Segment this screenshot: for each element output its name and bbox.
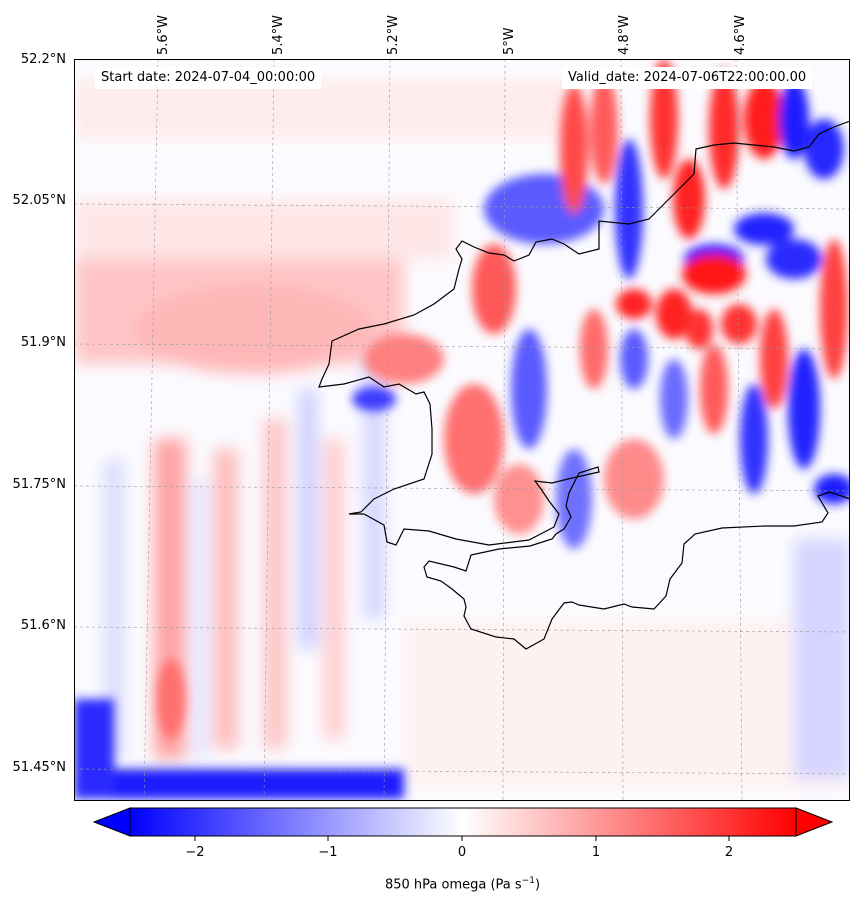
gridlines xyxy=(74,59,850,801)
lon-tick-label: 5.2°W xyxy=(386,14,401,55)
lon-tick-label: 5°W xyxy=(502,27,517,55)
colorbar-label-text: 850 hPa omega (Pa s xyxy=(384,877,522,893)
colorbar-extend-low xyxy=(92,807,131,837)
colorbar-extend-high xyxy=(795,807,834,837)
colorbar-tick-label: 1 xyxy=(591,845,601,860)
colorbar-label-suffix: ) xyxy=(534,877,541,893)
colorbar-label: 850 hPa omega (Pa s−1) xyxy=(0,876,859,892)
colorbar-label-exponent: −1 xyxy=(521,876,535,886)
omega-field-broad xyxy=(74,79,850,789)
colorbar-tick-label: −1 xyxy=(318,845,338,860)
lon-tick-label: 4.8°W xyxy=(617,14,632,55)
lat-tick-label: 52.05°N xyxy=(12,193,66,208)
map-frame xyxy=(74,59,850,801)
colorbar-ramp xyxy=(129,807,797,837)
lon-tick-label: 5.6°W xyxy=(156,14,171,55)
lat-tick-label: 51.75°N xyxy=(12,477,66,492)
lat-tick-label: 51.45°N xyxy=(12,760,66,775)
lat-tick-label: 52.2°N xyxy=(20,52,66,67)
map-panel xyxy=(74,59,850,801)
colorbar-tick-label: 2 xyxy=(724,845,734,860)
colorbar xyxy=(92,807,834,841)
lon-tick-label: 4.6°W xyxy=(733,14,748,55)
coastline xyxy=(318,120,850,650)
valid-date-label: Valid_date: 2024-07-06T22:00:00.00 xyxy=(562,67,813,89)
colorbar-tick-label: 0 xyxy=(457,845,467,860)
omega-field-detail xyxy=(74,59,850,799)
lat-tick-label: 51.9°N xyxy=(20,335,66,350)
colorbar-ticks xyxy=(194,836,730,841)
lon-tick-label: 5.4°W xyxy=(271,14,286,55)
lat-tick-label: 51.6°N xyxy=(20,618,66,633)
colorbar-tick-label: −2 xyxy=(185,845,205,860)
start-date-label: Start date: 2024-07-04_00:00:00 xyxy=(95,67,322,89)
